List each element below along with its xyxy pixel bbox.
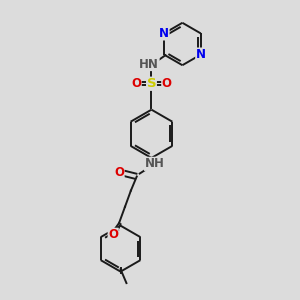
Text: N: N [159,27,169,40]
Text: O: O [131,77,141,90]
Text: S: S [147,77,156,90]
Text: O: O [162,77,172,90]
Text: N: N [196,48,206,61]
Text: NH: NH [145,157,164,170]
Text: HN: HN [139,58,159,70]
Text: O: O [108,228,118,241]
Text: O: O [114,166,124,178]
